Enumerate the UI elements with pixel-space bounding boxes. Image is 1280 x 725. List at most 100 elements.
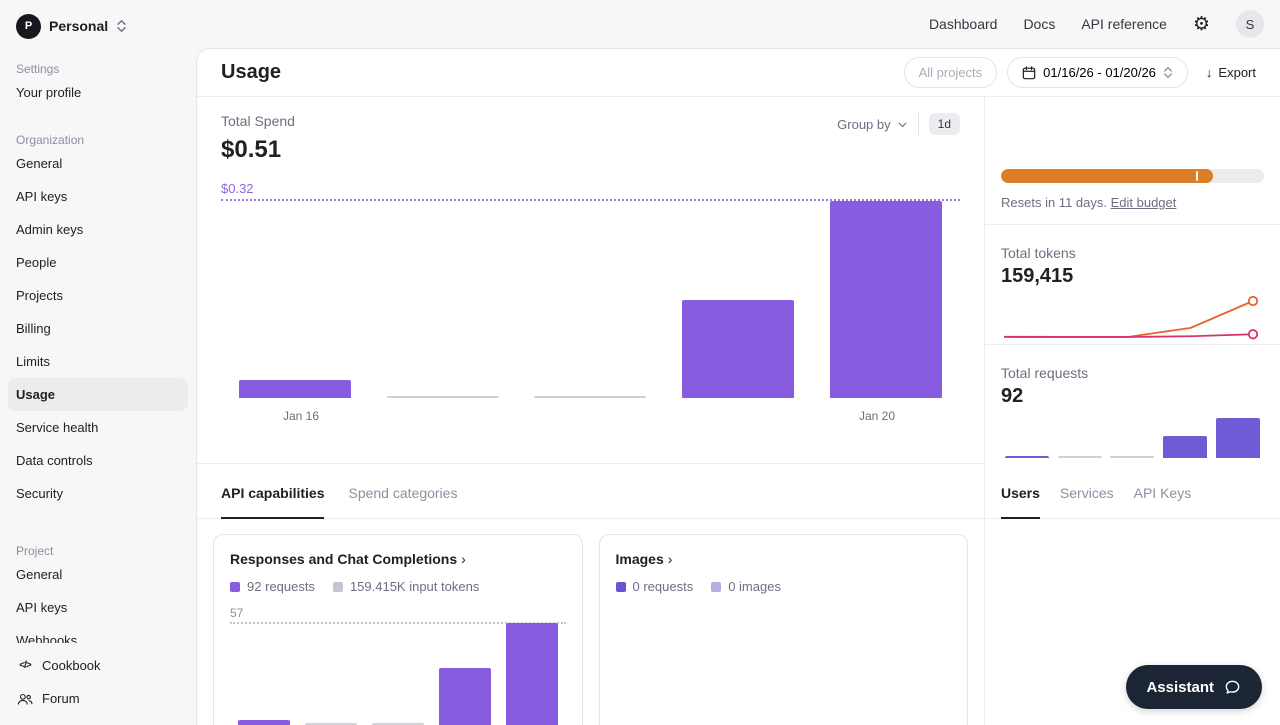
card-title-text: Responses and Chat Completions [230,551,458,567]
edit-budget-link[interactable]: Edit budget [1110,195,1177,210]
tab-api-capabilities[interactable]: API capabilities [221,485,325,519]
sidebar-item-projects[interactable]: Projects [16,288,63,303]
max-line-label: 57 [230,606,244,620]
bar-slot-jan-18[interactable] [364,623,431,725]
budget-resets-text: Resets in 11 days. [1001,195,1107,210]
tokens-line-chart [1001,294,1264,346]
chevron-down-icon [897,119,908,130]
bar [237,719,290,725]
total-requests-value: 92 [1001,385,1024,407]
breakdown-tabs: Users Services API Keys [985,464,1280,519]
bar [1005,455,1050,458]
images-swatch [711,581,722,592]
chevron-right-icon: › [461,551,466,567]
tab-services[interactable]: Services [1059,485,1114,501]
bar-slot-jan-19[interactable] [664,201,812,398]
requests-swatch [615,581,626,592]
assistant-label: Assistant [1146,678,1214,696]
date-range-value: 01/16/26 - 01/20/26 [1043,65,1156,80]
sidebar-item-billing[interactable]: Billing [16,321,51,336]
nav-link-docs[interactable]: Docs [1023,16,1056,32]
nav-link-dashboard[interactable]: Dashboard [928,16,998,32]
bar-slot-jan-16[interactable] [230,623,297,725]
tab-api-keys[interactable]: API Keys [1133,485,1192,501]
bar-slot-jan-19[interactable] [1159,418,1212,458]
card-title-link[interactable]: Responses and Chat Completions › [230,551,566,567]
sidebar-item-cookbook[interactable]: </> Cookbook [8,649,188,682]
sidebar-item-api-keys[interactable]: API keys [16,189,68,204]
tab-users[interactable]: Users [1001,485,1040,519]
forum-label: Forum [42,691,80,706]
total-requests-label: Total requests [1001,365,1089,381]
main-panel: Usage All projects 01/16/26 - 01/20/26 ↓… [196,48,1280,725]
bar-slot-jan-16[interactable] [221,201,369,398]
chevron-up-down-icon [116,19,127,33]
bar-slot-jan-20[interactable] [498,623,565,725]
bar [682,299,795,398]
chevron-right-icon: › [667,551,673,567]
project-filter-label: All projects [918,65,983,80]
series-line-input-tokens [1003,300,1254,338]
bar-slot-jan-16[interactable] [1001,418,1054,458]
bar-slot-jan-20[interactable] [812,201,960,398]
bar [438,667,491,725]
tab-spend-categories[interactable]: Spend categories [348,485,458,501]
card-responses-chat-completions: Responses and Chat Completions › 92 requ… [213,534,583,725]
bar-slot-jan-18[interactable] [517,201,665,398]
card-title-link[interactable]: Images › [616,551,952,567]
series-endpoint-marker [1247,295,1259,307]
sidebar-item-project-api-keys[interactable]: API keys [16,600,68,615]
bar-slot-jan-19[interactable] [431,623,498,725]
total-tokens-value: 159,415 [1001,265,1074,287]
user-avatar[interactable]: S [1236,10,1264,38]
requests-mini-bars [1001,418,1264,458]
x-tick-jan-16: Jan 16 [282,409,320,423]
sidebar-item-forum[interactable]: Forum [8,682,188,715]
usage-right-column: Resets in 11 days. Edit budget Total tok… [984,97,1280,725]
date-range-picker[interactable]: 01/16/26 - 01/20/26 [1007,57,1188,88]
card-images: Images › 0 requests 0 images [598,534,968,725]
bar-slot-jan-18[interactable] [1106,418,1159,458]
sidebar-item-usage[interactable]: Usage [8,378,188,411]
sidebar-item-admin-keys[interactable]: Admin keys [16,222,84,237]
sidebar-item-your-profile[interactable]: Your profile [16,85,82,100]
card-legend: 92 requests 159.415K input tokens [230,579,566,594]
sidebar-item-project-general[interactable]: General [16,567,63,582]
sidebar-item-general[interactable]: General [16,156,63,171]
chat-bubble-icon [1223,678,1242,697]
total-spend-section: Total Spend $0.51 Group by 1d [197,97,984,464]
settings-gear-icon[interactable]: ⚙ [1192,13,1210,35]
bar-slot-jan-17[interactable] [1054,418,1107,458]
max-dashed-line [230,622,566,624]
download-arrow-icon: ↓ [1205,65,1213,80]
bar [1163,435,1208,458]
account-switcher[interactable]: P Personal [8,8,188,44]
requests-swatch [230,581,240,592]
line-chart-svg [1003,295,1259,340]
nav-link-api-reference[interactable]: API reference [1081,16,1167,32]
spend-chart: $0.32 Jan 16 Jan 20 [221,181,960,431]
usage-left-column: Total Spend $0.51 Group by 1d [197,97,984,725]
capability-cards: Responses and Chat Completions › 92 requ… [197,519,984,725]
sidebar-item-security[interactable]: Security [16,486,63,501]
bar-slot-jan-17[interactable] [297,623,364,725]
chevron-up-down-icon [1163,66,1173,79]
sidebar-item-service-health[interactable]: Service health [16,420,99,435]
sidebar-item-people[interactable]: People [16,255,57,270]
bar-slot-jan-17[interactable] [369,201,517,398]
sidebar-item-limits[interactable]: Limits [16,354,50,369]
assistant-button[interactable]: Assistant [1126,665,1262,709]
section-label-settings: Settings [16,62,60,76]
page-title: Usage [221,61,282,83]
granularity-1d-button[interactable]: 1d [928,113,960,135]
card-requests-chart: 57 [230,606,566,725]
sidebar-item-data-controls[interactable]: Data controls [16,453,93,468]
total-tokens-label: Total tokens [1001,245,1076,261]
bar-slot-jan-20[interactable] [1211,418,1264,458]
group-by-control[interactable]: Group by [837,117,907,132]
export-button[interactable]: ↓ Export [1198,59,1264,86]
section-label-project: Project [16,544,54,558]
project-filter-button[interactable]: All projects [903,57,998,88]
zero-bar [386,396,499,398]
calendar-icon [1022,65,1036,80]
